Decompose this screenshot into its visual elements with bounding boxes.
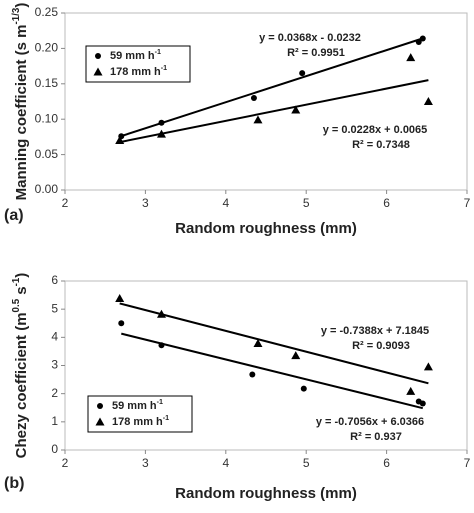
legend-marker [95,53,101,59]
y-tick-label: 2 [51,386,58,400]
legend-label-part: 59 mm h [110,50,155,62]
y-axis-title: Manning coefficient (s m-1/3) [11,3,30,201]
legend-label: 178 mm h-1 [110,64,167,78]
legend-box [85,45,191,83]
point [299,70,306,77]
legend-marker [97,403,103,409]
point [253,115,263,124]
y-tick-label: 0.25 [35,5,59,19]
y-tick-label: 5 [51,301,58,315]
y-axis-title: Chezy coefficient (m0.5 s-1) [11,273,30,459]
legend-label-part: 59 mm h [112,400,157,412]
x-tick-label: 3 [142,196,149,210]
legend-label: 59 mm h-1 [110,48,161,62]
trend-equation: y = -0.7056x + 6.0366 [316,416,424,428]
legend-label-part: 178 mm h [112,416,163,428]
x-tick-label: 5 [303,456,310,470]
x-axis-title-part: Random roughness (mm) [175,485,357,502]
x-tick-label: 6 [383,196,390,210]
plot-frame [64,12,468,191]
x-axis-title: Random roughness (mm) [175,485,357,502]
trend-equation: y = 0.0368x - 0.0232 [259,32,361,44]
point [118,320,125,327]
point [253,339,263,348]
x-tick-label: 6 [383,456,390,470]
y-tick-label: 0 [51,442,58,456]
point [156,309,166,318]
y-axis-title-sup: -1 [11,277,22,286]
trend-r2: R² = 0.7348 [352,139,410,151]
trendline [121,332,424,410]
point [249,371,256,378]
panel-label: (a) [4,207,24,224]
point [406,53,416,62]
trendline [119,302,429,385]
y-tick-label: 4 [51,330,58,344]
y-tick-label: 6 [51,273,58,287]
y-axis-title-part: Manning coefficient (s m [13,24,30,200]
point [291,105,301,114]
y-tick-label: 1 [51,414,58,428]
legend-label-sup: -1 [163,414,169,422]
point [419,400,426,407]
legend-marker [95,417,105,426]
legend-label-sup: -1 [161,64,167,72]
y-axis-title-part: Chezy coefficient (m [13,312,30,458]
point [115,293,125,302]
point [291,351,301,360]
legend-label-part: 178 mm h [110,66,161,78]
point [423,362,433,371]
point [158,342,165,349]
trendline [119,79,429,144]
y-tick-label: 0.10 [35,111,59,125]
x-tick-label: 4 [222,196,229,210]
x-tick-label: 2 [62,196,69,210]
y-tick-label: 0.15 [35,76,59,90]
y-axis-title-sup: 0.5 [11,298,22,312]
panel-label: (b) [4,475,24,492]
trendline [120,37,424,138]
y-axis-title-part: s [13,286,30,299]
legend-label: 178 mm h-1 [112,414,169,428]
point [115,135,125,144]
legend-box [87,395,193,433]
x-tick-label: 2 [62,456,69,470]
trend-r2: R² = 0.9093 [352,340,410,352]
trend-equation: y = -0.7388x + 7.1845 [321,325,429,337]
x-tick-label: 7 [464,456,471,470]
point [156,129,166,138]
x-tick-label: 4 [222,456,229,470]
trend-r2: R² = 0.9951 [287,47,345,59]
y-tick-label: 3 [51,358,58,372]
trend-r2: R² = 0.937 [350,431,402,443]
legend-label-sup: -1 [157,398,163,406]
y-tick-label: 0.00 [35,182,59,196]
point [250,94,257,101]
y-axis-title-part: ) [13,273,30,278]
legend-marker [93,67,103,76]
x-axis-title-part: Random roughness (mm) [175,220,357,237]
point [158,119,165,126]
x-tick-label: 3 [142,456,149,470]
y-tick-label: 0.20 [35,41,59,55]
point [300,385,307,392]
y-axis-title-sup: -1/3 [11,7,22,24]
point [415,39,422,46]
y-tick-label: 0.05 [35,147,59,161]
point [423,97,433,105]
x-tick-label: 5 [303,196,310,210]
trend-equation: y = 0.0228x + 0.0065 [323,124,428,136]
point [419,35,426,42]
point [406,386,416,395]
legend-label-sup: -1 [155,48,161,56]
legend-label: 59 mm h-1 [112,398,163,412]
x-tick-label: 7 [464,196,471,210]
x-axis-title: Random roughness (mm) [175,220,357,237]
y-axis-title-part: ) [13,3,30,8]
